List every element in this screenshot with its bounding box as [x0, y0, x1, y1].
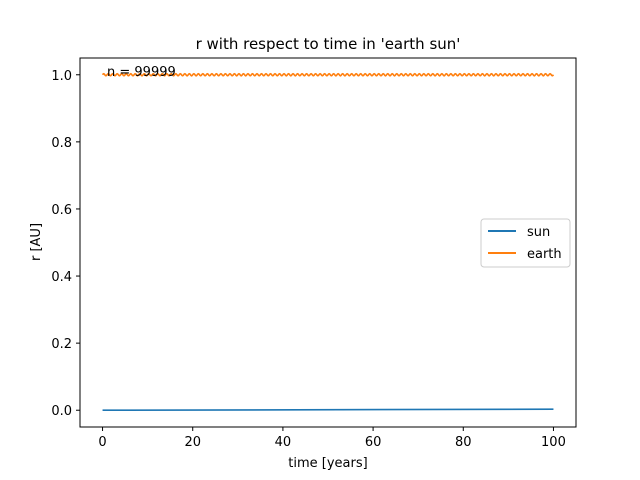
x-tick-label: 80: [455, 435, 472, 450]
y-tick-label: 0.0: [51, 404, 72, 419]
y-tick-label: 0.8: [51, 136, 72, 151]
series-line-sun: [102, 408, 554, 412]
x-tick-label: 40: [275, 435, 292, 450]
x-tick-label: 100: [541, 435, 566, 450]
x-tick-label: 20: [184, 435, 201, 450]
y-tick-label: 1.0: [51, 69, 72, 84]
y-tick-label: 0.6: [51, 203, 72, 218]
x-axis-label: time [years]: [288, 456, 367, 471]
series-line-earth: [101, 72, 555, 77]
chart-title: r with respect to time in 'earth sun': [196, 35, 461, 53]
x-tick-label: 0: [98, 435, 106, 450]
axes-frame: [79, 57, 577, 428]
y-tick-label: 0.4: [51, 270, 72, 285]
y-axis-label: r [AU]: [29, 223, 44, 261]
legend-label-sun: sun: [527, 225, 550, 240]
plot-area: [101, 72, 555, 412]
x-axis: 0 20 40 60 80 100: [98, 427, 566, 450]
y-axis: 0.0 0.2 0.4 0.6 0.8 1.0: [51, 69, 80, 419]
legend-label-earth: earth: [527, 247, 562, 262]
legend: sun earth: [480, 218, 571, 268]
y-tick-label: 0.2: [51, 337, 72, 352]
annotation-n: n = 99999: [107, 65, 176, 80]
x-tick-label: 60: [365, 435, 382, 450]
